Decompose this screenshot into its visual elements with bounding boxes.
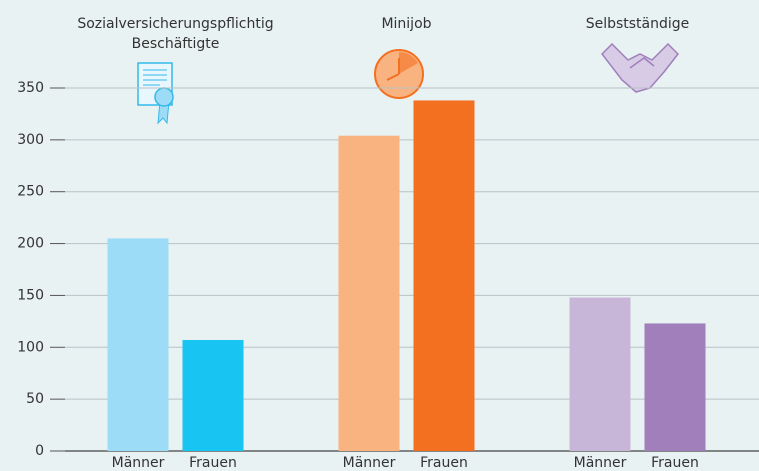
bar (182, 340, 244, 451)
x-tick-label: Frauen (420, 455, 468, 471)
y-tick-label: 0 (35, 443, 44, 459)
x-tick-label: Frauen (651, 455, 699, 471)
bar (338, 135, 400, 452)
y-tick-label: 200 (17, 236, 44, 252)
x-tick-label: Frauen (189, 455, 237, 471)
y-tick-label: 50 (26, 391, 44, 407)
bar (107, 238, 169, 451)
group-label: Sozialversicherungspflichtig Beschäftigt… (77, 16, 274, 52)
y-tick-label: 250 (17, 184, 44, 200)
x-tick-label: Männer (343, 455, 396, 471)
group-label: Selbstständige (585, 16, 690, 32)
certificate-icon (137, 62, 174, 125)
y-tick-label: 100 (17, 339, 44, 355)
x-tick-label: Männer (112, 455, 165, 471)
group-label: Minijob (381, 16, 432, 32)
y-tick-label: 150 (17, 287, 44, 303)
bar (413, 100, 475, 452)
bar (644, 323, 706, 451)
y-tick-label: 300 (17, 132, 44, 148)
y-tick-label: 350 (17, 80, 44, 96)
clock-icon (374, 49, 424, 99)
bar (569, 297, 631, 451)
handshake-icon (601, 42, 679, 93)
x-tick-label: Männer (574, 455, 627, 471)
